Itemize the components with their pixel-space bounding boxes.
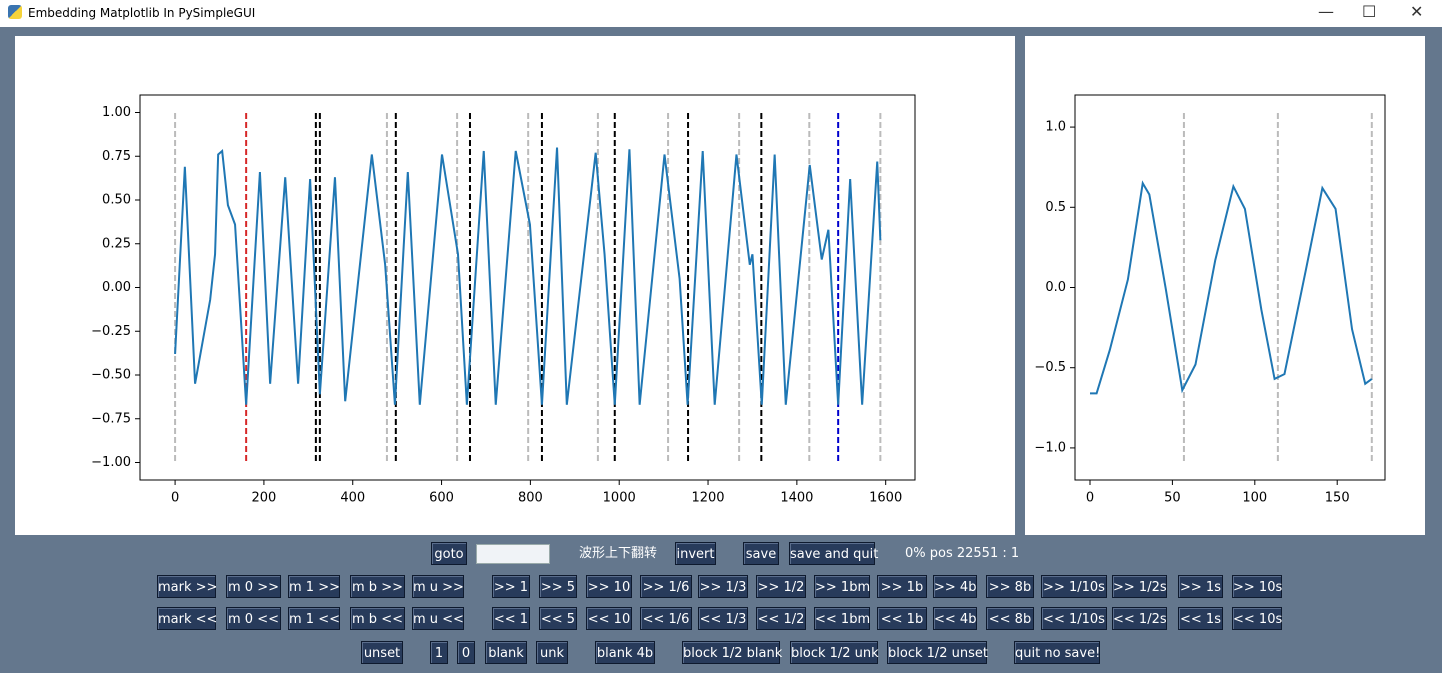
control-button[interactable]: << 1/6: [640, 607, 692, 630]
goto-button[interactable]: goto: [431, 542, 467, 565]
control-button[interactable]: m u <<: [412, 607, 464, 630]
x-tick-label: 100: [1242, 491, 1267, 506]
control-button[interactable]: << 1: [492, 607, 530, 630]
invert-button[interactable]: invert: [675, 542, 716, 565]
goto-input[interactable]: [476, 544, 550, 564]
save-quit-button[interactable]: save and quit: [789, 542, 878, 565]
control-button[interactable]: >> 10s: [1232, 575, 1282, 598]
control-button[interactable]: << 1/2s: [1112, 607, 1167, 630]
control-button[interactable]: << 1/2: [756, 607, 806, 630]
control-button[interactable]: >> 1/3: [698, 575, 748, 598]
x-tick-label: 150: [1325, 491, 1350, 506]
close[interactable]: ✕: [1410, 2, 1424, 21]
y-tick-label: −0.50: [91, 368, 131, 383]
control-button[interactable]: block 1/2 blank: [682, 641, 782, 664]
y-tick-label: 0.25: [102, 236, 131, 251]
x-tick-label: 1200: [691, 491, 724, 506]
control-button[interactable]: >> 4b: [933, 575, 977, 598]
control-button[interactable]: block 1/2 unk: [790, 641, 879, 664]
control-button[interactable]: mark <<: [157, 607, 217, 630]
control-button[interactable]: m b >>: [350, 575, 405, 598]
x-tick-label: 400: [340, 491, 365, 506]
control-button[interactable]: << 4b: [933, 607, 977, 630]
control-button[interactable]: >> 1bm: [814, 575, 870, 598]
control-button[interactable]: >> 1s: [1178, 575, 1223, 598]
control-button[interactable]: m 1 >>: [288, 575, 340, 598]
control-button[interactable]: unk: [536, 641, 568, 664]
control-button[interactable]: mark >>: [157, 575, 217, 598]
control-button[interactable]: 0: [457, 641, 475, 664]
y-tick-label: 0.75: [102, 149, 131, 164]
control-button[interactable]: >> 10: [586, 575, 632, 598]
x-tick-label: 0: [171, 491, 179, 506]
y-tick-label: 1.0: [1045, 120, 1066, 135]
control-button[interactable]: unset: [361, 641, 403, 664]
x-tick-label: 1400: [780, 491, 813, 506]
x-tick-label: 50: [1164, 491, 1181, 506]
control-button[interactable]: blank: [485, 641, 527, 664]
y-tick-label: 0.00: [102, 280, 131, 295]
control-button[interactable]: m 1 <<: [288, 607, 340, 630]
waveform: [174, 147, 882, 405]
y-tick-label: −0.25: [91, 324, 131, 339]
y-tick-label: 0.0: [1045, 280, 1066, 295]
control-button[interactable]: >> 1/6: [640, 575, 692, 598]
title-bar: Embedding Matplotlib In PySimpleGUI — ☐ …: [0, 0, 1442, 27]
control-button[interactable]: m b <<: [350, 607, 405, 630]
control-button[interactable]: >> 1/10s: [1041, 575, 1107, 598]
flip-label: 波形上下翻转: [579, 546, 658, 561]
control-button[interactable]: m 0 <<: [226, 607, 281, 630]
control-button[interactable]: block 1/2 unset: [887, 641, 988, 664]
x-tick-label: 1000: [603, 491, 636, 506]
control-button[interactable]: << 1/10s: [1041, 607, 1107, 630]
control-button[interactable]: << 1bm: [814, 607, 870, 630]
x-tick-label: 200: [251, 491, 276, 506]
x-tick-label: 600: [429, 491, 454, 506]
control-button[interactable]: >> 1/2s: [1112, 575, 1167, 598]
control-button[interactable]: >> 8b: [986, 575, 1034, 598]
control-button[interactable]: << 1/3: [698, 607, 748, 630]
y-tick-label: −1.0: [1034, 440, 1066, 455]
x-tick-label: 0: [1086, 491, 1094, 506]
control-button[interactable]: << 5: [539, 607, 577, 630]
control-button[interactable]: << 8b: [986, 607, 1034, 630]
control-button[interactable]: >> 1b: [877, 575, 927, 598]
window-title: Embedding Matplotlib In PySimpleGUI: [28, 6, 256, 20]
control-button[interactable]: >> 5: [539, 575, 577, 598]
x-tick-label: 800: [518, 491, 543, 506]
waveform: [1089, 180, 1373, 395]
control-button[interactable]: >> 1: [492, 575, 530, 598]
y-tick-label: −0.75: [91, 411, 131, 426]
y-tick-label: −0.5: [1034, 360, 1066, 375]
minimize[interactable]: —: [1318, 2, 1334, 21]
control-button[interactable]: 1: [430, 641, 448, 664]
zoom-plot: 0 50 100 150 −1.0 −0.5 0.0 0.5 1.0: [1025, 36, 1425, 535]
control-button[interactable]: << 10s: [1232, 607, 1282, 630]
axes-frame: [1074, 94, 1386, 481]
control-button[interactable]: m u >>: [412, 575, 464, 598]
control-button[interactable]: quit no save!: [1014, 641, 1100, 664]
save-button[interactable]: save: [743, 542, 779, 565]
y-tick-label: 0.5: [1045, 200, 1066, 215]
y-tick-label: 1.00: [102, 105, 131, 120]
y-tick-label: −1.00: [91, 455, 131, 470]
control-button[interactable]: m 0 >>: [226, 575, 281, 598]
y-tick-label: 0.50: [102, 193, 131, 208]
main-plot: 0 200 400 600 800 1000 1200 1400 1600 −1.00 −0.75 −…: [15, 36, 1015, 535]
control-button[interactable]: blank 4b: [595, 641, 655, 664]
control-button[interactable]: << 1s: [1178, 607, 1223, 630]
control-button[interactable]: << 1b: [877, 607, 927, 630]
x-tick-label: 1600: [869, 491, 902, 506]
maximize[interactable]: ☐: [1362, 2, 1377, 21]
status: 0% pos 22551 : 1: [905, 546, 1020, 561]
control-button[interactable]: >> 1/2: [756, 575, 806, 598]
app-icon: [8, 5, 22, 19]
control-button[interactable]: << 10: [586, 607, 632, 630]
